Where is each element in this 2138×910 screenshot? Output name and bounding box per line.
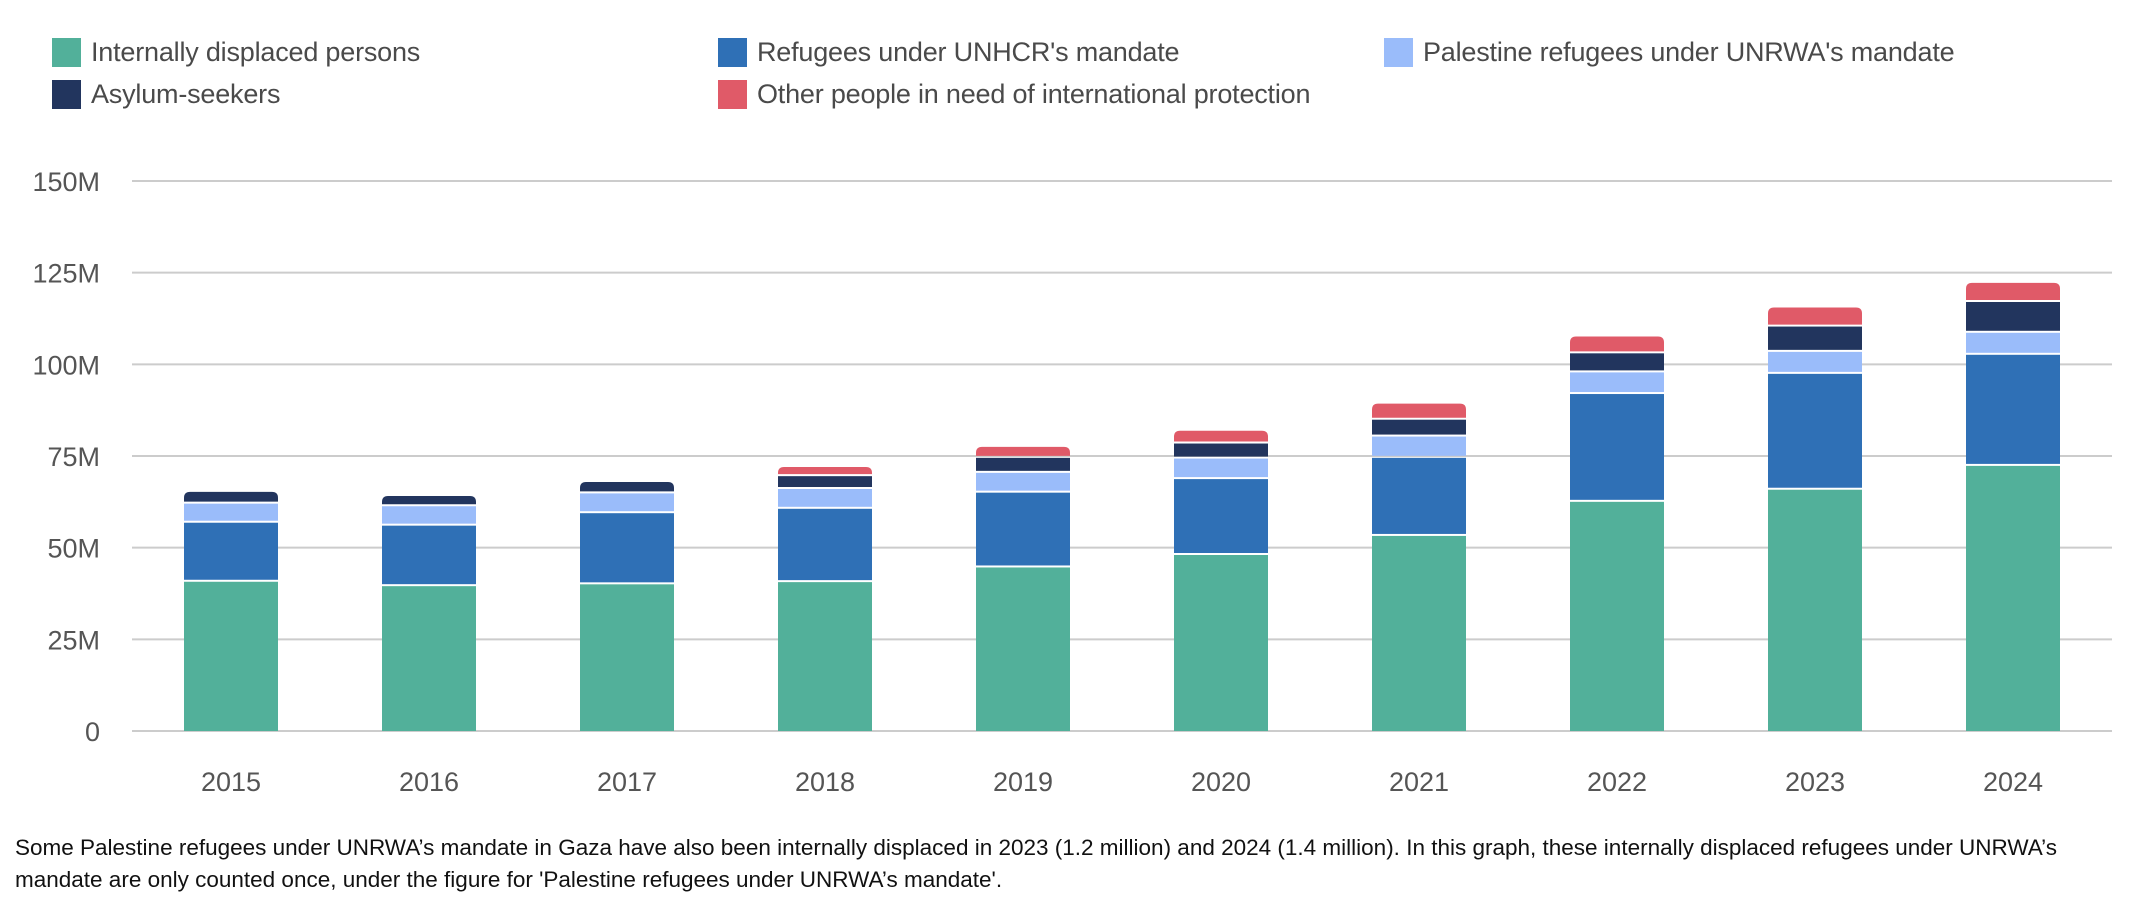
bar-segment[interactable] <box>1966 282 2060 300</box>
bar-segment[interactable] <box>1570 372 1664 393</box>
bar-segment[interactable] <box>382 586 476 731</box>
x-tick-label: 2020 <box>1191 767 1251 797</box>
x-tick-label: 2022 <box>1587 767 1647 797</box>
bar-segment[interactable] <box>1174 458 1268 478</box>
bar-segment[interactable] <box>1966 332 2060 353</box>
bar-segment[interactable] <box>382 506 476 524</box>
bar-segment[interactable] <box>1372 535 1466 731</box>
bar-segment[interactable] <box>580 584 674 731</box>
y-tick-label: 125M <box>32 259 100 289</box>
bar-segment[interactable] <box>1174 479 1268 553</box>
bar-segment[interactable] <box>1966 302 2060 331</box>
bar-segment[interactable] <box>1768 326 1862 350</box>
bar-segment[interactable] <box>1372 403 1466 418</box>
bar-segment[interactable] <box>1966 354 2060 464</box>
bar-segment[interactable] <box>778 467 872 475</box>
x-tick-label: 2021 <box>1389 767 1449 797</box>
legend-label-unhcr-refugees: Refugees under UNHCR's mandate <box>757 36 1180 67</box>
bar-segment[interactable] <box>580 482 674 492</box>
x-axis-ticks: 2015 2016 2017 2018 2019 2020 2021 2022 2023 2024 <box>201 767 2043 797</box>
bar-stack-2024[interactable] <box>1966 282 2060 731</box>
bar-segment[interactable] <box>184 581 278 731</box>
bar-segment[interactable] <box>580 493 674 512</box>
y-axis-ticks: 0 25M 50M 75M 100M 125M 150M <box>32 167 100 747</box>
bar-stack-2022[interactable] <box>1570 336 1664 731</box>
y-tick-label: 100M <box>32 350 100 380</box>
bar-stack-2018[interactable] <box>778 467 872 731</box>
y-tick-label: 150M <box>32 167 100 197</box>
bar-segment[interactable] <box>1768 307 1862 325</box>
bar-segment[interactable] <box>382 525 476 585</box>
legend-item-idp[interactable]: Internally displaced persons <box>52 36 420 68</box>
bar-segment[interactable] <box>1372 436 1466 456</box>
bar-stack-2017[interactable] <box>580 482 674 731</box>
bar-segment[interactable] <box>1174 443 1268 457</box>
bar-segment[interactable] <box>184 491 278 502</box>
bar-stack-2023[interactable] <box>1768 307 1862 732</box>
legend-item-unhcr-refugees[interactable]: Refugees under UNHCR's mandate <box>718 36 1180 68</box>
legend-label-unrwa-refugees: Palestine refugees under UNRWA's mandate <box>1423 36 1955 67</box>
y-tick-label: 75M <box>47 442 100 472</box>
legend-item-asylum-seekers[interactable]: Asylum-seekers <box>52 78 280 110</box>
bar-segment[interactable] <box>184 522 278 580</box>
bar-segment[interactable] <box>1570 394 1664 500</box>
legend-swatch-unrwa-refugees <box>1384 37 1413 67</box>
bar-segment[interactable] <box>1174 430 1268 442</box>
bar-segment[interactable] <box>976 472 1070 491</box>
bars <box>184 282 2060 732</box>
x-tick-label: 2016 <box>399 767 459 797</box>
legend-swatch-idp <box>52 37 81 67</box>
bar-segment[interactable] <box>976 457 1070 471</box>
legend-label-asylum-seekers: Asylum-seekers <box>91 78 281 109</box>
x-tick-label: 2017 <box>597 767 657 797</box>
legend-label-idp: Internally displaced persons <box>91 36 421 67</box>
bar-segment[interactable] <box>184 503 278 521</box>
y-tick-label: 25M <box>47 625 100 655</box>
bar-segment[interactable] <box>1570 336 1664 352</box>
bar-stack-2016[interactable] <box>382 495 476 731</box>
x-tick-label: 2019 <box>993 767 1053 797</box>
legend-swatch-asylum-seekers <box>52 79 81 109</box>
bar-segment[interactable] <box>1570 353 1664 371</box>
bar-segment[interactable] <box>1174 555 1268 731</box>
bar-segment[interactable] <box>382 495 476 505</box>
y-tick-label: 0 <box>85 717 100 747</box>
legend-swatch-other-protection <box>718 79 747 109</box>
bar-segment[interactable] <box>1768 373 1862 488</box>
legend-item-other-protection[interactable]: Other people in need of international pr… <box>718 78 1310 110</box>
x-tick-label: 2023 <box>1785 767 1845 797</box>
bar-segment[interactable] <box>976 492 1070 566</box>
bar-segment[interactable] <box>1372 457 1466 534</box>
legend-label-other-protection: Other people in need of international pr… <box>757 78 1311 109</box>
bar-stack-2019[interactable] <box>976 446 1070 731</box>
bar-segment[interactable] <box>1768 489 1862 731</box>
bar-segment[interactable] <box>1966 465 2060 731</box>
legend-swatch-unhcr-refugees <box>718 37 747 67</box>
bar-segment[interactable] <box>778 582 872 731</box>
chart-footnote: Some Palestine refugees under UNRWA’s ma… <box>15 835 2057 892</box>
x-tick-label: 2015 <box>201 767 261 797</box>
x-tick-label: 2024 <box>1983 767 2043 797</box>
bar-segment[interactable] <box>976 567 1070 731</box>
bar-segment[interactable] <box>1570 501 1664 731</box>
bar-segment[interactable] <box>976 446 1070 456</box>
y-tick-label: 50M <box>47 534 100 564</box>
bar-segment[interactable] <box>778 489 872 507</box>
bar-segment[interactable] <box>778 476 872 487</box>
legend-item-unrwa-refugees[interactable]: Palestine refugees under UNRWA's mandate <box>1384 36 1955 68</box>
bar-stack-2021[interactable] <box>1372 403 1466 731</box>
bar-segment[interactable] <box>1372 419 1466 435</box>
bar-segment[interactable] <box>778 508 872 581</box>
x-tick-label: 2018 <box>795 767 855 797</box>
bar-stack-2020[interactable] <box>1174 430 1268 731</box>
bar-segment[interactable] <box>580 513 674 583</box>
bar-stack-2015[interactable] <box>184 491 278 731</box>
bar-segment[interactable] <box>1768 351 1862 372</box>
